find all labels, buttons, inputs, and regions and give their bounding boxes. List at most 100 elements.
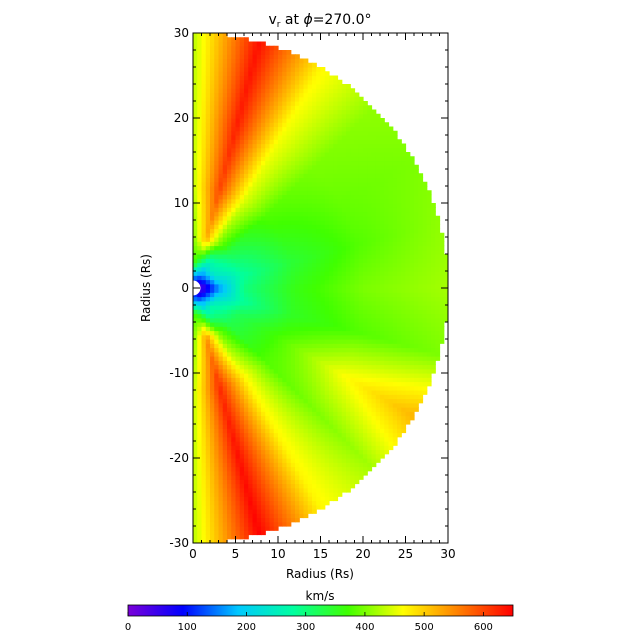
heatmap-cell <box>312 458 317 463</box>
heatmap-cell <box>231 411 237 417</box>
heatmap-cell <box>273 441 279 446</box>
heatmap-cell <box>222 483 228 489</box>
heatmap-cell <box>278 479 283 485</box>
heatmap-cell <box>350 147 356 153</box>
heatmap-cell <box>278 364 283 370</box>
heatmap-cell <box>303 487 309 493</box>
heatmap-cell <box>295 309 300 315</box>
heatmap-cell <box>210 58 215 64</box>
heatmap-cell <box>384 305 390 310</box>
heatmap-cell <box>244 211 249 217</box>
heatmap-cell <box>256 79 262 85</box>
heatmap-cell <box>214 526 220 531</box>
heatmap-cell <box>278 436 283 442</box>
heatmap-cell <box>324 347 330 353</box>
heatmap-cell <box>307 237 313 242</box>
heatmap-cell <box>256 152 262 157</box>
heatmap-cell <box>269 526 275 531</box>
heatmap-cell <box>312 343 317 349</box>
heatmap-cell <box>222 313 228 319</box>
heatmap-cell <box>346 156 351 162</box>
heatmap-cell <box>316 470 322 476</box>
heatmap-cell <box>290 207 296 213</box>
heatmap-cell <box>252 156 258 162</box>
heatmap-cell <box>324 96 330 102</box>
heatmap-cell <box>295 279 300 285</box>
heatmap-cell <box>252 292 258 298</box>
heatmap-cell <box>299 88 305 94</box>
heatmap-cell <box>333 215 339 221</box>
heatmap-cell <box>269 339 275 344</box>
heatmap-cell <box>282 96 288 102</box>
heatmap-cell <box>367 398 373 404</box>
heatmap-cell <box>312 500 317 506</box>
heatmap-cell <box>201 385 207 391</box>
heatmap-cell <box>218 139 224 145</box>
heatmap-cell <box>299 458 305 463</box>
heatmap-cell <box>256 470 262 476</box>
heatmap-cell <box>282 487 288 493</box>
heatmap-cell <box>282 415 288 421</box>
heatmap-cell <box>324 71 330 77</box>
heatmap-cell <box>295 313 300 319</box>
heatmap-cell <box>261 139 266 145</box>
heatmap-cell <box>201 428 207 434</box>
heatmap-cell <box>252 224 258 230</box>
heatmap-cell <box>303 96 309 102</box>
heatmap-cell <box>384 317 390 323</box>
heatmap-cell <box>354 364 360 370</box>
heatmap-cell <box>248 143 254 149</box>
heatmap-cell <box>256 279 262 285</box>
heatmap-cell <box>256 105 262 111</box>
heatmap-cell <box>350 313 356 319</box>
heatmap-cell <box>303 67 309 72</box>
heatmap-cell <box>239 62 245 68</box>
heatmap-cell <box>329 339 334 344</box>
heatmap-cell <box>222 441 228 446</box>
heatmap-cell <box>320 135 326 140</box>
heatmap-cell <box>244 37 249 43</box>
heatmap-cell <box>278 449 283 455</box>
heatmap-cell <box>265 407 271 412</box>
heatmap-cell <box>235 54 241 60</box>
heatmap-cell <box>265 441 271 446</box>
heatmap-cell <box>235 526 241 531</box>
heatmap-cell <box>227 419 232 425</box>
heatmap-cell <box>337 258 343 264</box>
heatmap-cell <box>205 215 211 221</box>
heatmap-cell <box>210 152 215 157</box>
heatmap-cell <box>205 194 211 200</box>
heatmap-cell <box>205 45 211 51</box>
heatmap-cell <box>282 143 288 149</box>
heatmap-cell <box>239 279 245 285</box>
heatmap-cell <box>295 113 300 119</box>
heatmap-cell <box>324 92 330 98</box>
heatmap-cell <box>256 432 262 438</box>
heatmap-cell <box>295 385 300 391</box>
heatmap-cell <box>227 300 232 306</box>
heatmap-cell <box>231 424 237 429</box>
heatmap-cell <box>282 339 288 344</box>
heatmap-cell <box>214 113 220 119</box>
heatmap-cell <box>380 360 385 366</box>
heatmap-cell <box>278 441 283 446</box>
heatmap-cell <box>341 237 347 242</box>
heatmap-cell <box>363 207 368 213</box>
heatmap-cell <box>388 360 394 366</box>
heatmap-cell <box>210 326 215 332</box>
heatmap-cell <box>244 181 249 187</box>
heatmap-cell <box>252 364 258 370</box>
heatmap-cell <box>363 462 368 468</box>
heatmap-cell <box>299 173 305 179</box>
heatmap-cell <box>380 339 385 344</box>
heatmap-cell <box>278 237 283 242</box>
heatmap-cell <box>252 288 258 293</box>
heatmap-cell <box>239 211 245 217</box>
heatmap-cell <box>239 88 245 94</box>
heatmap-cell <box>210 241 215 247</box>
heatmap-cell <box>307 190 313 196</box>
heatmap-cell <box>222 428 228 434</box>
heatmap-cell <box>205 101 211 106</box>
heatmap-cell <box>384 130 390 136</box>
heatmap-cell <box>235 390 241 395</box>
